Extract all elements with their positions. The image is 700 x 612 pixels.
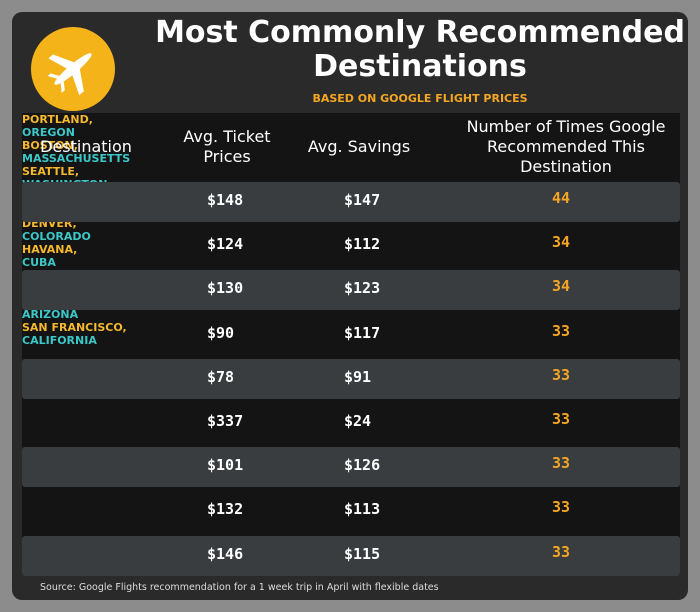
state: CUBA — [22, 256, 56, 269]
savings: $113 — [344, 500, 381, 519]
times-recommended: 33 — [552, 542, 571, 561]
column-header: Avg. Ticket Prices — [183, 126, 271, 166]
times-recommended: 33 — [552, 498, 571, 517]
source: Source: Google Flights recommendation fo… — [40, 582, 439, 593]
plane-icon — [31, 27, 115, 111]
times-recommended: 33 — [552, 454, 571, 473]
state: COLORADO — [22, 230, 91, 243]
row-band — [22, 535, 680, 576]
ticket-price: $130 — [207, 279, 244, 298]
city: PORTLAND, — [22, 113, 93, 126]
title: Most Commonly Recommended Destinations — [155, 15, 685, 84]
state: CALIFORNIA — [22, 334, 97, 347]
column-header: Avg. Savings — [307, 136, 411, 156]
times-recommended: 33 — [552, 365, 571, 384]
times-recommended: 33 — [552, 410, 571, 428]
savings: $126 — [344, 456, 381, 475]
savings: $115 — [344, 544, 381, 563]
ticket-price: $90 — [207, 323, 235, 342]
row-band — [22, 270, 680, 311]
times-recommended: 44 — [552, 189, 571, 207]
city: SEATTLE, — [22, 165, 80, 178]
table: Destination Avg. Ticket Prices Avg. Saving… — [22, 113, 680, 576]
ticket-price: $146 — [207, 544, 244, 563]
state: OREGON — [22, 126, 75, 139]
row-band — [22, 358, 680, 399]
city: SAN FRANCISCO, — [22, 321, 127, 334]
row-band — [22, 447, 680, 488]
city: BOSTON, — [22, 139, 78, 152]
state: ARIZONA — [22, 308, 79, 321]
city: HAVANA, — [22, 243, 78, 256]
column-header: Number of Times Google Recommended This … — [466, 116, 666, 176]
ticket-price: $124 — [207, 235, 244, 254]
savings: $123 — [344, 279, 381, 298]
state: MASSACHUSETTS — [22, 152, 131, 165]
ticket-price: $78 — [207, 367, 235, 386]
times-recommended: 34 — [552, 233, 571, 252]
ticket-price: $148 — [207, 191, 244, 209]
savings: $147 — [344, 191, 381, 209]
subtitle: BASED ON GOOGLE FLIGHT PRICES — [312, 92, 528, 105]
times-recommended: 33 — [552, 321, 571, 340]
row-band — [22, 182, 680, 222]
column-header: Destination — [40, 136, 132, 156]
savings: $112 — [344, 235, 381, 254]
ticket-price: $337 — [207, 412, 244, 430]
savings: $24 — [344, 412, 372, 430]
savings: $91 — [344, 367, 372, 386]
ticket-price: $101 — [207, 456, 244, 475]
savings: $117 — [344, 323, 381, 342]
times-recommended: 34 — [552, 277, 571, 296]
ticket-price: $132 — [207, 500, 244, 519]
